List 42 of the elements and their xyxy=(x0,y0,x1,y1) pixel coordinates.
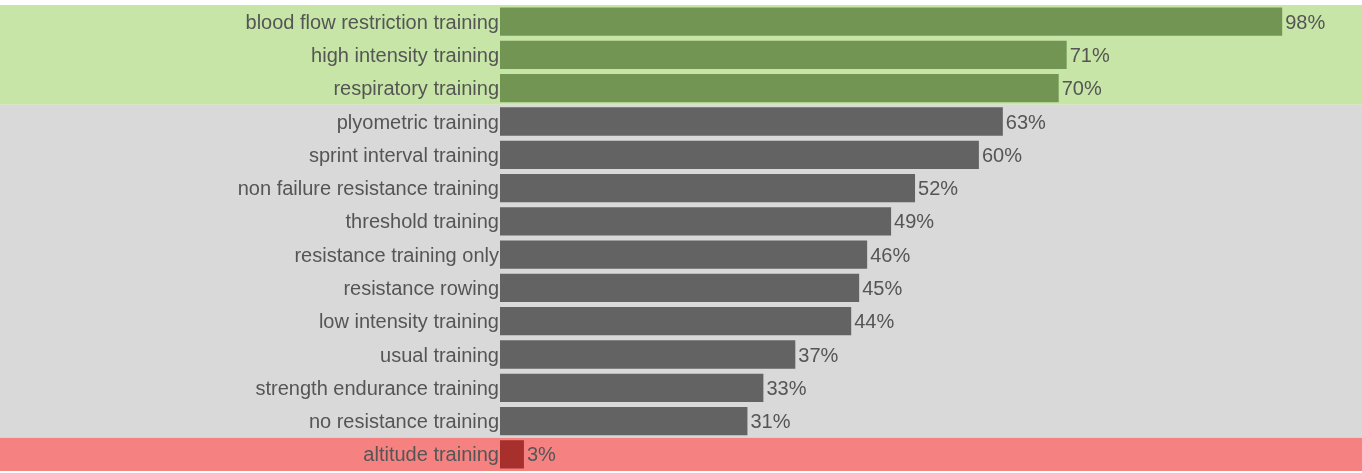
data-label: 3% xyxy=(526,443,557,466)
data-label: 46% xyxy=(870,243,911,266)
bar xyxy=(500,40,1067,70)
y-tick-label: strength endurance training xyxy=(255,376,499,399)
bar xyxy=(500,373,764,402)
data-label: 31% xyxy=(750,410,791,433)
bar xyxy=(500,7,1283,36)
data-label: 44% xyxy=(854,310,895,333)
bar xyxy=(500,74,1059,103)
y-tick-label: resistance rowing xyxy=(343,276,499,299)
bar xyxy=(500,107,1003,136)
y-tick-label: resistance training only xyxy=(294,243,499,266)
y-tick-label: non failure resistance training xyxy=(237,177,499,200)
y-tick-label: blood flow restriction training xyxy=(245,10,499,33)
data-label: 71% xyxy=(1069,43,1110,66)
data-label: 45% xyxy=(862,276,903,299)
y-tick-label: altitude training xyxy=(363,443,499,466)
data-label: 70% xyxy=(1061,77,1102,100)
data-label: 63% xyxy=(1005,110,1047,133)
data-label: 33% xyxy=(766,376,807,399)
y-tick-label: sprint interval training xyxy=(308,143,499,166)
bar xyxy=(500,440,524,469)
y-tick-label: high intensity training xyxy=(311,43,499,66)
data-label: 37% xyxy=(798,343,839,366)
y-tick-label: threshold training xyxy=(345,210,499,233)
bar xyxy=(500,140,979,169)
bar xyxy=(500,207,892,236)
bar xyxy=(500,406,748,436)
data-label: 52% xyxy=(918,177,959,200)
y-tick-label: no resistance training xyxy=(308,410,499,433)
bar xyxy=(500,173,916,203)
y-tick-label: low intensity training xyxy=(318,310,499,333)
bar xyxy=(500,240,868,269)
y-tick-label: respiratory training xyxy=(333,77,499,100)
data-label: 49% xyxy=(894,210,935,233)
bar xyxy=(500,307,852,336)
bar xyxy=(500,273,860,303)
y-tick-label: plyometric training xyxy=(336,110,499,133)
bar xyxy=(500,340,796,369)
data-label: 60% xyxy=(981,143,1023,166)
data-label: 98% xyxy=(1285,10,1326,33)
y-tick-label: usual training xyxy=(380,343,499,366)
